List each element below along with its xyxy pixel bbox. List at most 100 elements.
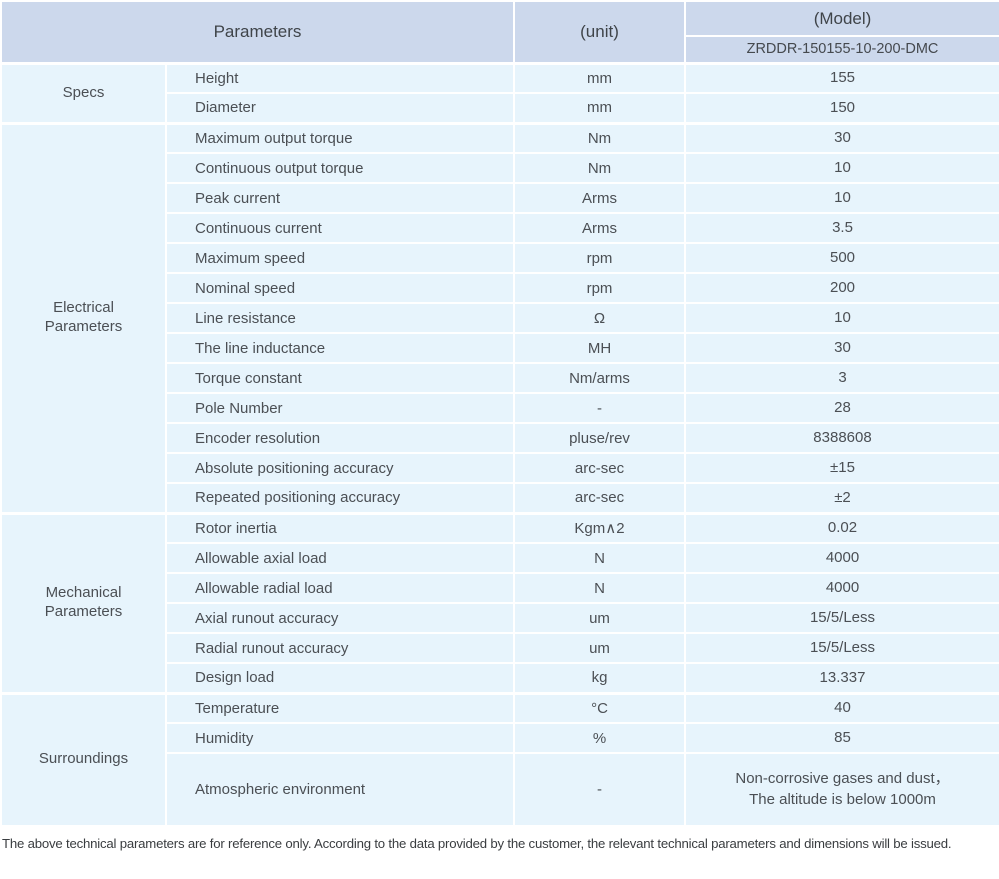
value-cell: 0.02 bbox=[684, 511, 999, 544]
table-row: Electrical Parameters Maximum output tor… bbox=[0, 121, 999, 514]
unit-cell: % bbox=[513, 722, 686, 754]
value-cell: Non-corrosive gases and dust， The altitu… bbox=[684, 752, 999, 827]
param-cell: Diameter bbox=[165, 92, 515, 124]
param-cell: Absolute positioning accuracy bbox=[165, 452, 515, 484]
table-row: Nominal speed rpm 200 bbox=[1, 272, 999, 304]
unit-cell: Ω bbox=[513, 302, 686, 334]
table-header: Parameters (unit) (Model) ZRDDR-150155-1… bbox=[0, 0, 999, 64]
header-unit: (unit) bbox=[513, 0, 686, 64]
table-row: Peak current Arms 10 bbox=[1, 182, 999, 214]
value-cell: 85 bbox=[684, 722, 999, 754]
table-row: Axial runout accuracy um 15/5/Less bbox=[1, 602, 999, 634]
table-row: Diameter mm 150 bbox=[1, 92, 999, 124]
param-cell: Pole Number bbox=[165, 392, 515, 424]
table-row: Encoder resolution pluse/rev 8388608 bbox=[1, 422, 999, 454]
unit-cell: mm bbox=[513, 61, 686, 94]
param-cell: Humidity bbox=[165, 722, 515, 754]
value-cell: 4000 bbox=[684, 572, 999, 604]
param-cell: Nominal speed bbox=[165, 272, 515, 304]
unit-cell: Nm bbox=[513, 152, 686, 184]
unit-cell: arc-sec bbox=[513, 452, 686, 484]
table-row: Maximum speed rpm 500 bbox=[1, 242, 999, 274]
param-cell: Axial runout accuracy bbox=[165, 602, 515, 634]
value-cell: 30 bbox=[684, 332, 999, 364]
value-cell: 3 bbox=[684, 362, 999, 394]
value-cell: 200 bbox=[684, 272, 999, 304]
param-cell: Encoder resolution bbox=[165, 422, 515, 454]
table-body: Specs Height mm 155 Diameter mm 150 Elec… bbox=[0, 61, 999, 827]
unit-cell: Nm/arms bbox=[513, 362, 686, 394]
param-cell: Peak current bbox=[165, 182, 515, 214]
value-cell: 3.5 bbox=[684, 212, 999, 244]
table-row: Mechanical Parameters Rotor inertia Kgm∧… bbox=[0, 511, 999, 694]
footer-note: The above technical parameters are for r… bbox=[2, 836, 952, 851]
header-model-value: ZRDDR-150155-10-200-DMC bbox=[684, 35, 999, 64]
param-cell: Continuous output torque bbox=[165, 152, 515, 184]
value-cell: 4000 bbox=[684, 542, 999, 574]
table-row: Allowable axial load N 4000 bbox=[1, 542, 999, 574]
table-row: Pole Number - 28 bbox=[1, 392, 999, 424]
unit-cell: N bbox=[513, 572, 686, 604]
value-cell: 15/5/Less bbox=[684, 632, 999, 664]
category-cell-electrical: Electrical Parameters bbox=[0, 121, 167, 514]
value-cell: 10 bbox=[684, 182, 999, 214]
table-row: Line resistance Ω 10 bbox=[1, 302, 999, 334]
unit-cell: um bbox=[513, 602, 686, 634]
param-cell: Repeated positioning accuracy bbox=[165, 482, 515, 514]
unit-cell: °C bbox=[513, 691, 686, 724]
table-row: Absolute positioning accuracy arc-sec ±1… bbox=[1, 452, 999, 484]
unit-cell: - bbox=[513, 392, 686, 424]
unit-cell: N bbox=[513, 542, 686, 574]
header-model: (Model) bbox=[684, 0, 999, 38]
param-cell: The line inductance bbox=[165, 332, 515, 364]
unit-cell: Arms bbox=[513, 182, 686, 214]
category-cell-surroundings: Surroundings bbox=[0, 691, 167, 827]
unit-cell: pluse/rev bbox=[513, 422, 686, 454]
table-row: Torque constant Nm/arms 3 bbox=[1, 362, 999, 394]
param-cell: Allowable axial load bbox=[165, 542, 515, 574]
unit-cell: - bbox=[513, 752, 686, 827]
unit-cell: arc-sec bbox=[513, 482, 686, 514]
unit-cell: rpm bbox=[513, 272, 686, 304]
unit-cell: Arms bbox=[513, 212, 686, 244]
table-row: Humidity % 85 bbox=[1, 722, 999, 754]
category-cell-specs: Specs bbox=[0, 61, 167, 124]
param-cell: Maximum speed bbox=[165, 242, 515, 274]
unit-cell: rpm bbox=[513, 242, 686, 274]
value-cell: 30 bbox=[684, 121, 999, 154]
table-row: Atmospheric environment - Non-corrosive … bbox=[1, 752, 999, 827]
value-cell: ±15 bbox=[684, 452, 999, 484]
param-cell: Temperature bbox=[165, 691, 515, 724]
unit-cell: um bbox=[513, 632, 686, 664]
param-cell: Allowable radial load bbox=[165, 572, 515, 604]
table-row: Repeated positioning accuracy arc-sec ±2 bbox=[1, 482, 999, 514]
spec-table: Parameters (unit) (Model) ZRDDR-150155-1… bbox=[0, 0, 999, 827]
table-row: Design load kg 13.337 bbox=[1, 662, 999, 694]
param-cell: Height bbox=[165, 61, 515, 94]
table-row: Allowable radial load N 4000 bbox=[1, 572, 999, 604]
value-cell: 155 bbox=[684, 61, 999, 94]
unit-cell: Nm bbox=[513, 121, 686, 154]
value-cell: 40 bbox=[684, 691, 999, 724]
table-row: The line inductance MH 30 bbox=[1, 332, 999, 364]
param-cell: Continuous current bbox=[165, 212, 515, 244]
value-cell: 150 bbox=[684, 92, 999, 124]
value-cell: ±2 bbox=[684, 482, 999, 514]
unit-cell: MH bbox=[513, 332, 686, 364]
param-cell: Line resistance bbox=[165, 302, 515, 334]
param-cell: Torque constant bbox=[165, 362, 515, 394]
value-cell: 8388608 bbox=[684, 422, 999, 454]
param-cell: Design load bbox=[165, 662, 515, 694]
value-cell: 10 bbox=[684, 302, 999, 334]
param-cell: Radial runout accuracy bbox=[165, 632, 515, 664]
param-cell: Maximum output torque bbox=[165, 121, 515, 154]
value-cell: 10 bbox=[684, 152, 999, 184]
table-row: Continuous current Arms 3.5 bbox=[1, 212, 999, 244]
value-cell: 28 bbox=[684, 392, 999, 424]
table-row: Surroundings Temperature °C 40 bbox=[0, 691, 999, 827]
unit-cell: Kgm∧2 bbox=[513, 511, 686, 544]
table-row: Radial runout accuracy um 15/5/Less bbox=[1, 632, 999, 664]
unit-cell: kg bbox=[513, 662, 686, 694]
unit-cell: mm bbox=[513, 92, 686, 124]
